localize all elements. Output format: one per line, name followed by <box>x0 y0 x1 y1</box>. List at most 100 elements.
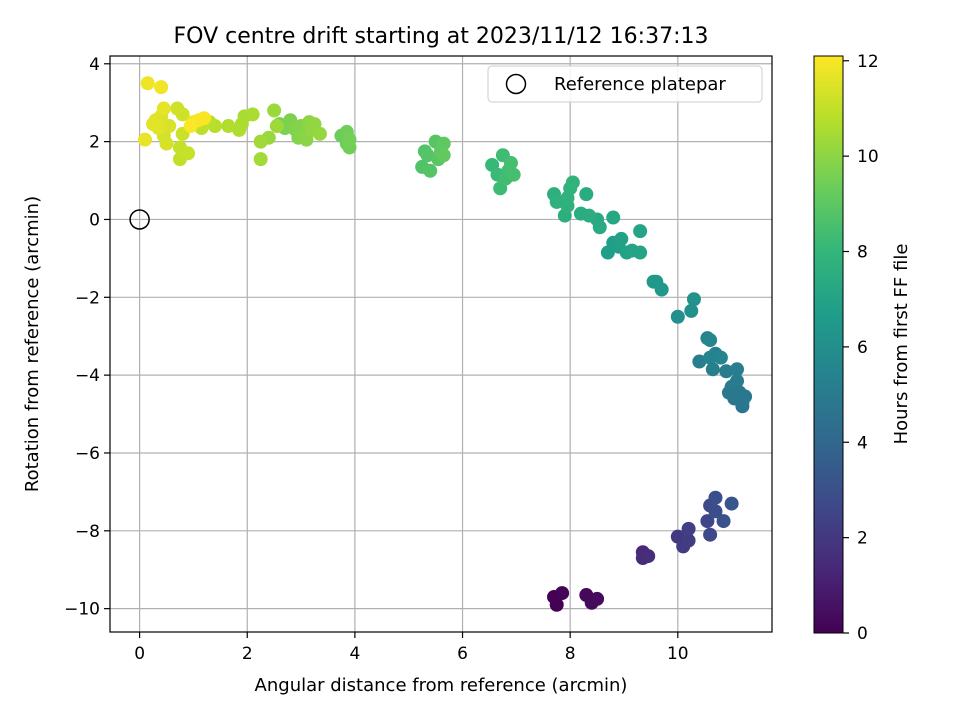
scatter-point <box>253 134 268 149</box>
colorbar-gradient <box>813 55 844 634</box>
scatter-point <box>170 101 185 116</box>
x-axis-label: Angular distance from reference (arcmin) <box>255 675 628 696</box>
x-tick-label: 8 <box>565 644 576 664</box>
plot-frame <box>109 55 773 633</box>
colorbar-tick-label: 2 <box>857 529 868 549</box>
scatter-point <box>716 514 731 529</box>
scatter-point <box>592 220 607 235</box>
scatter-point <box>614 231 629 246</box>
y-tick-label: −10 <box>64 600 100 620</box>
scatter-point <box>633 245 648 260</box>
colorbar-tick-label: 0 <box>857 624 868 644</box>
scatter-point <box>692 354 707 369</box>
scatter-point <box>549 597 564 612</box>
scatter-point <box>738 389 753 404</box>
y-tick-label: −2 <box>75 288 100 308</box>
scatter-point <box>565 175 580 190</box>
x-tick-label: 10 <box>667 644 689 664</box>
y-axis-label: Rotation from reference (arcmin) <box>22 196 43 492</box>
colorbar-tick-label: 6 <box>857 338 868 358</box>
colorbar-tick-label: 12 <box>857 52 879 72</box>
scatter-point <box>253 152 268 167</box>
legend-label: Reference platepar <box>554 74 726 95</box>
x-tick-label: 2 <box>242 644 253 664</box>
scatter-point <box>684 303 699 318</box>
plot-area: 0 2 4 6 8 10 −10 −8 −6 −4 −2 0 2 4 <box>64 55 773 664</box>
scatter-point <box>708 504 723 519</box>
scatter-point <box>705 362 720 377</box>
scatter-point <box>582 208 597 223</box>
scatter-point <box>713 350 728 365</box>
scatter-point <box>579 187 594 202</box>
colorbar-tick-label: 8 <box>857 243 868 263</box>
scatter-point <box>555 586 570 601</box>
y-tick-label: 2 <box>89 133 100 153</box>
scatter-point <box>436 148 451 163</box>
colorbar-ticks: 0 2 4 6 8 10 12 <box>843 52 879 644</box>
scatter-point <box>681 533 696 548</box>
scatter-point <box>436 136 451 151</box>
scatter-point <box>670 309 685 324</box>
scatter-point <box>312 126 327 141</box>
y-tick-label: −8 <box>75 522 100 542</box>
colorbar: 0 2 4 6 8 10 12 Hours from first FF file <box>813 52 912 644</box>
colorbar-label: Hours from first FF file <box>891 244 912 445</box>
scatter-point <box>646 274 661 289</box>
scatter-point <box>342 132 357 147</box>
colorbar-tick-label: 10 <box>857 147 879 167</box>
grid-lines <box>110 56 772 632</box>
scatter-point <box>560 198 575 213</box>
scatter-point <box>245 107 260 122</box>
scatter-points <box>137 76 753 612</box>
chart-title: FOV centre drift starting at 2023/11/12 … <box>174 24 709 49</box>
scatter-point <box>137 132 152 147</box>
scatter-point <box>703 527 718 542</box>
x-axis-ticks: 0 2 4 6 8 10 <box>134 632 689 664</box>
scatter-point <box>506 167 521 182</box>
scatter-point <box>232 122 247 137</box>
scatter-point <box>703 333 718 348</box>
scatter-point <box>549 194 564 209</box>
scatter-point <box>162 119 177 134</box>
y-tick-label: 4 <box>89 55 100 75</box>
scatter-point <box>156 101 171 116</box>
colorbar-tick-label: 4 <box>857 433 868 453</box>
y-tick-label: −4 <box>75 366 100 386</box>
scatter-point <box>154 80 169 95</box>
scatter-point <box>503 156 518 171</box>
scatter-point <box>686 292 701 307</box>
scatter-point <box>267 103 282 118</box>
scatter-point <box>606 210 621 225</box>
scatter-point <box>724 496 739 511</box>
scatter-point <box>197 111 212 126</box>
scatter-point <box>590 591 605 606</box>
scatter-point <box>140 76 155 91</box>
scatter-point <box>719 364 734 379</box>
scatter-point <box>183 119 198 134</box>
reference-platepar-marker <box>129 209 150 230</box>
legend-box <box>487 65 763 103</box>
legend-marker-icon <box>505 73 527 95</box>
scatter-point <box>730 373 745 388</box>
y-tick-label: 0 <box>89 210 100 230</box>
scatter-point <box>681 521 696 536</box>
scatter-point <box>181 146 196 161</box>
scatter-point <box>633 224 648 239</box>
y-tick-label: −6 <box>75 444 100 464</box>
scatter-point <box>641 549 656 564</box>
x-tick-label: 0 <box>134 644 145 664</box>
scatter-point <box>269 119 284 134</box>
scatter-point <box>146 117 161 132</box>
scatter-point <box>730 362 745 377</box>
scatter-point <box>159 136 174 151</box>
x-tick-label: 4 <box>349 644 360 664</box>
y-axis-ticks: −10 −8 −6 −4 −2 0 2 4 <box>64 55 110 620</box>
scatter-point <box>423 163 438 178</box>
scatter-point <box>221 119 236 134</box>
scatter-point <box>420 148 435 163</box>
legend: Reference platepar <box>487 65 763 103</box>
scatter-point <box>700 514 715 529</box>
x-tick-label: 6 <box>457 644 468 664</box>
scatter-point <box>708 490 723 505</box>
